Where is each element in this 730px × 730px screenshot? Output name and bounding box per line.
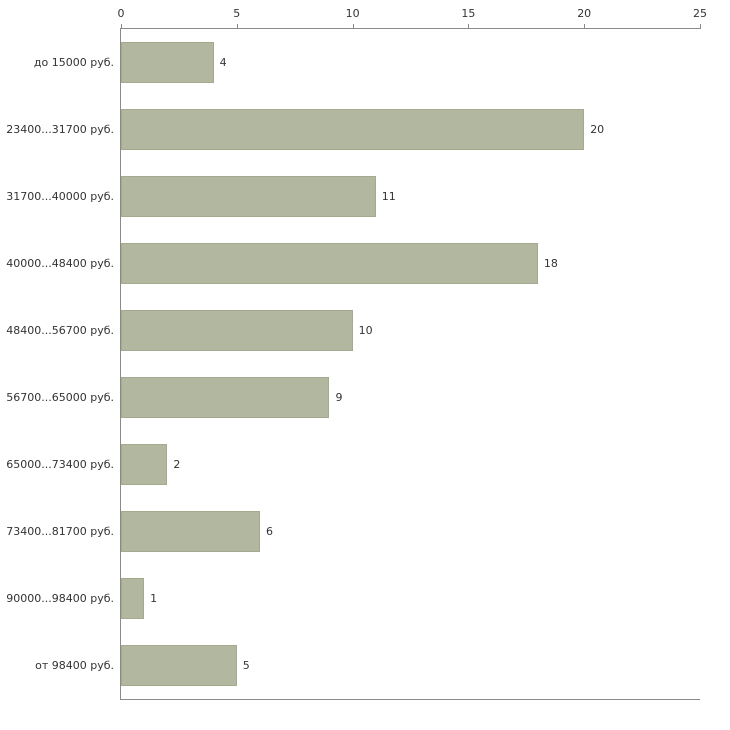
bar-row: 90000...98400 руб. 1: [6, 565, 700, 632]
bar: [121, 242, 538, 285]
bar-row: 73400...81700 руб. 6: [6, 498, 700, 565]
value-label: 9: [335, 391, 343, 404]
x-tick-mark: [236, 24, 238, 29]
bar: [121, 644, 237, 687]
value-label: 11: [381, 190, 396, 203]
category-label: 65000...73400 руб.: [6, 458, 114, 471]
x-tick-label: 20: [577, 7, 592, 20]
category-label: 56700...65000 руб.: [6, 391, 114, 404]
bar: [121, 41, 214, 84]
category-label: 90000...98400 руб.: [6, 592, 114, 605]
value-label: 20: [590, 123, 605, 136]
value-label: 1: [150, 592, 158, 605]
bar-row: 40000...48400 руб. 18: [6, 230, 700, 297]
category-label: от 98400 руб.: [35, 659, 114, 672]
bar: [121, 108, 585, 151]
bar-row: от 98400 руб. 5: [35, 632, 700, 699]
category-label: 40000...48400 руб.: [6, 257, 114, 270]
bar-row: 23400...31700 руб. 20: [6, 96, 700, 163]
x-tick-label: 25: [693, 7, 707, 20]
x-tick-mark: [700, 24, 701, 29]
category-label: 73400...81700 руб.: [6, 525, 114, 538]
x-tick-mark: [584, 24, 586, 29]
bar: [121, 309, 353, 352]
category-label: до 15000 руб.: [33, 56, 114, 69]
bar-row: 56700...65000 руб. 9: [6, 364, 700, 431]
plot-area: 0 5 10 15 20 25 до 15000 руб. 4 23400...31700 ру…: [6, 7, 707, 700]
value-label: 4: [219, 56, 227, 69]
x-tick-label: 10: [345, 7, 360, 20]
bar: [121, 376, 330, 419]
bar-row: 65000...73400 руб. 2: [6, 431, 700, 498]
bar-row: 31700...40000 руб. 11: [6, 163, 700, 230]
x-tick-label: 0: [117, 7, 125, 20]
category-label: 48400...56700 руб.: [6, 324, 114, 337]
value-label: 2: [173, 458, 181, 471]
category-label: 23400...31700 руб.: [6, 123, 114, 136]
bar: [121, 443, 168, 486]
bar-row: до 15000 руб. 4: [34, 29, 700, 96]
x-tick-mark: [121, 24, 122, 29]
bar-row: 48400...56700 руб. 10: [6, 297, 700, 364]
value-label: 6: [265, 525, 273, 538]
x-tick-mark: [352, 24, 354, 29]
bar: [121, 577, 145, 620]
x-tick-label: 15: [461, 7, 476, 20]
bar: [121, 175, 376, 218]
x-tick-mark: [468, 24, 470, 29]
bar: [121, 510, 260, 553]
value-label: 18: [543, 257, 558, 270]
value-label: 5: [242, 659, 250, 672]
value-label: 10: [358, 324, 373, 337]
category-label: 31700...40000 руб.: [6, 190, 114, 203]
x-tick-label: 5: [233, 7, 241, 20]
